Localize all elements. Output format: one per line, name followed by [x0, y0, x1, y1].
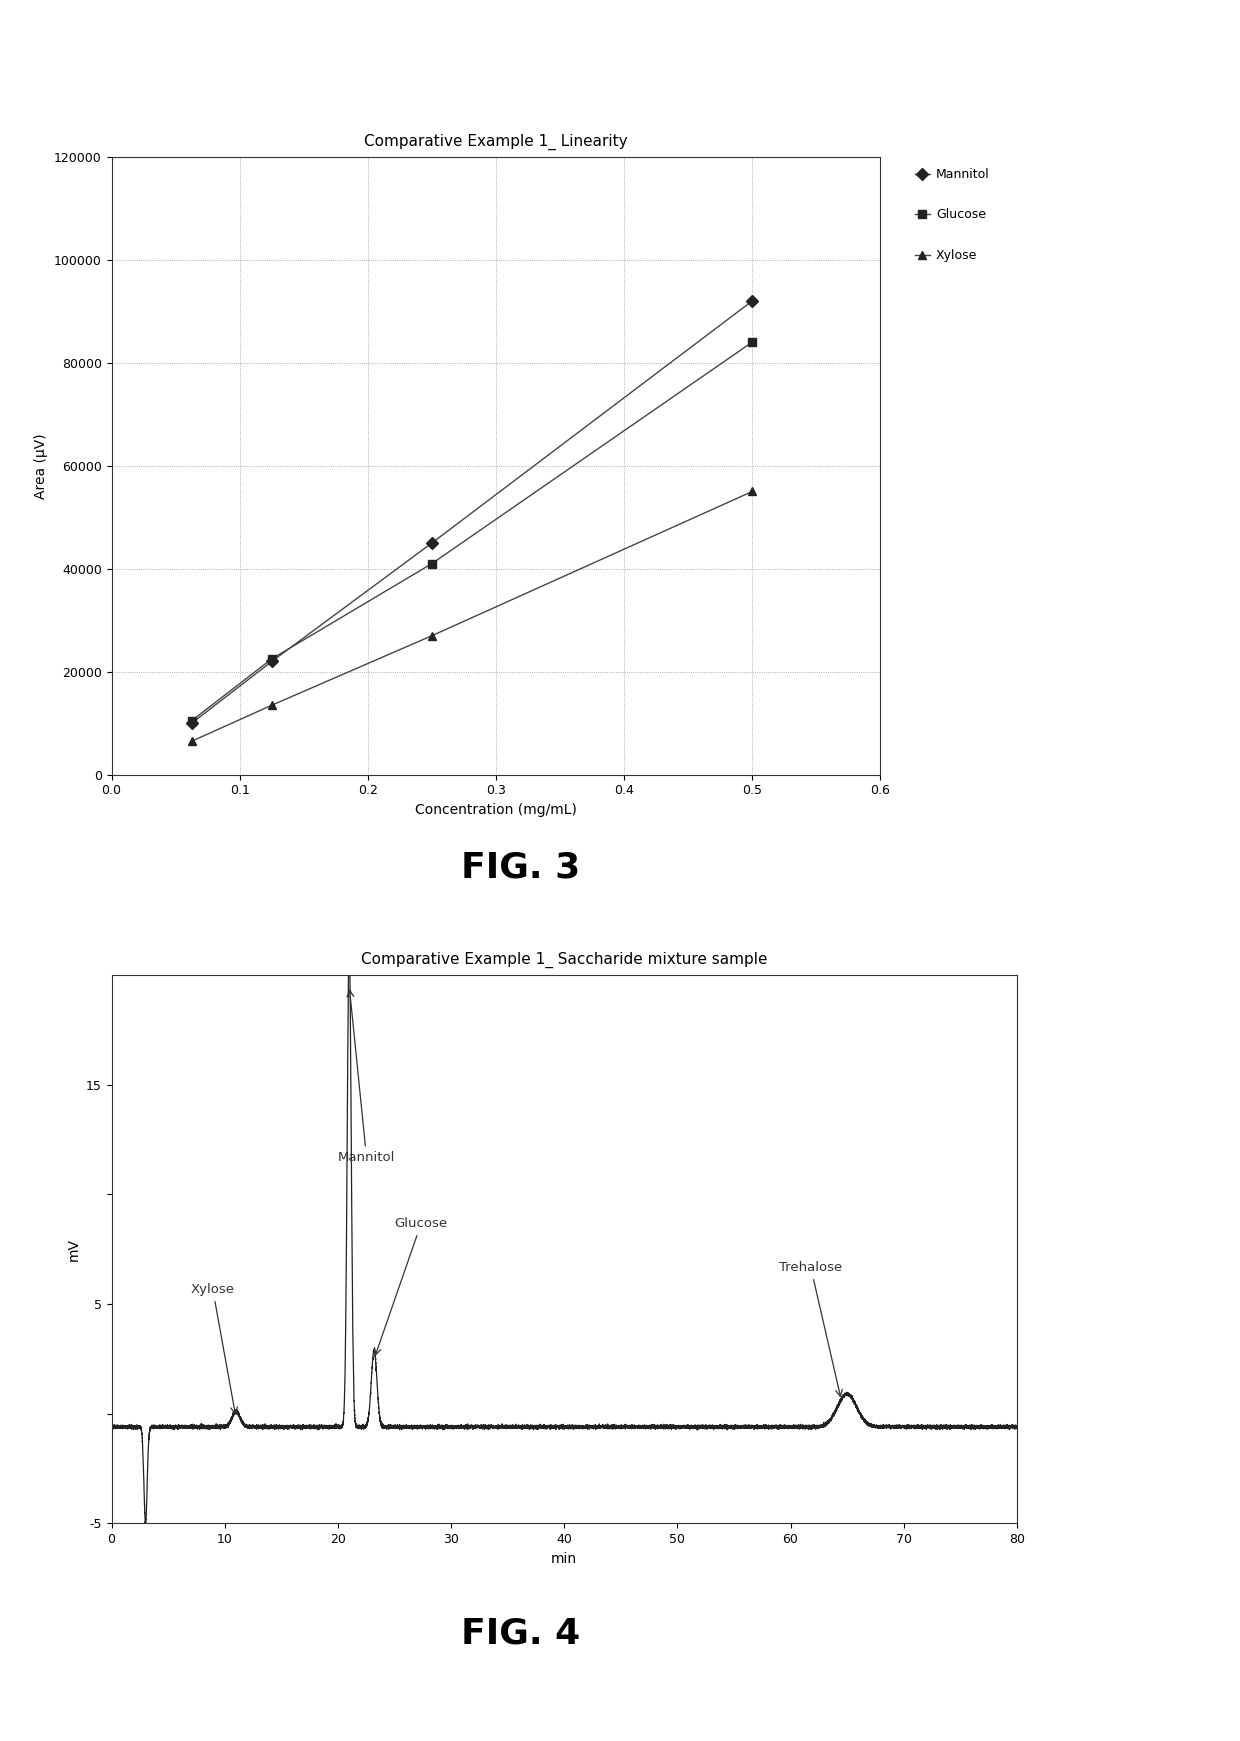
Mannitol: [185, 712, 200, 733]
Mannitol: [745, 291, 760, 312]
Glucose: [185, 710, 200, 731]
Xylose: [745, 481, 760, 501]
Legend: Mannitol, Glucose, Xylose: Mannitol, Glucose, Xylose: [910, 164, 994, 266]
X-axis label: min: min: [551, 1551, 578, 1565]
Glucose: [424, 554, 439, 575]
Glucose: [264, 648, 279, 669]
Text: FIG. 3: FIG. 3: [461, 850, 580, 884]
Y-axis label: mV: mV: [67, 1238, 81, 1260]
Line: Xylose: Xylose: [187, 487, 756, 745]
Text: Trehalose: Trehalose: [779, 1260, 842, 1396]
Mannitol: [424, 533, 439, 554]
Title: Comparative Example 1_ Linearity: Comparative Example 1_ Linearity: [365, 134, 627, 150]
Line: Mannitol: Mannitol: [187, 296, 756, 728]
Text: FIG. 4: FIG. 4: [461, 1616, 580, 1650]
Title: Comparative Example 1_ Saccharide mixture sample: Comparative Example 1_ Saccharide mixtur…: [361, 952, 768, 968]
Glucose: [745, 331, 760, 352]
Xylose: [424, 625, 439, 646]
X-axis label: Concentration (mg/mL): Concentration (mg/mL): [415, 803, 577, 817]
Line: Glucose: Glucose: [187, 338, 756, 724]
Xylose: [185, 731, 200, 752]
Y-axis label: Area (μV): Area (μV): [35, 434, 48, 498]
Text: Glucose: Glucose: [374, 1217, 448, 1354]
Text: Xylose: Xylose: [191, 1283, 237, 1414]
Mannitol: [264, 651, 279, 672]
Xylose: [264, 695, 279, 716]
Text: Mannitol: Mannitol: [337, 991, 396, 1165]
